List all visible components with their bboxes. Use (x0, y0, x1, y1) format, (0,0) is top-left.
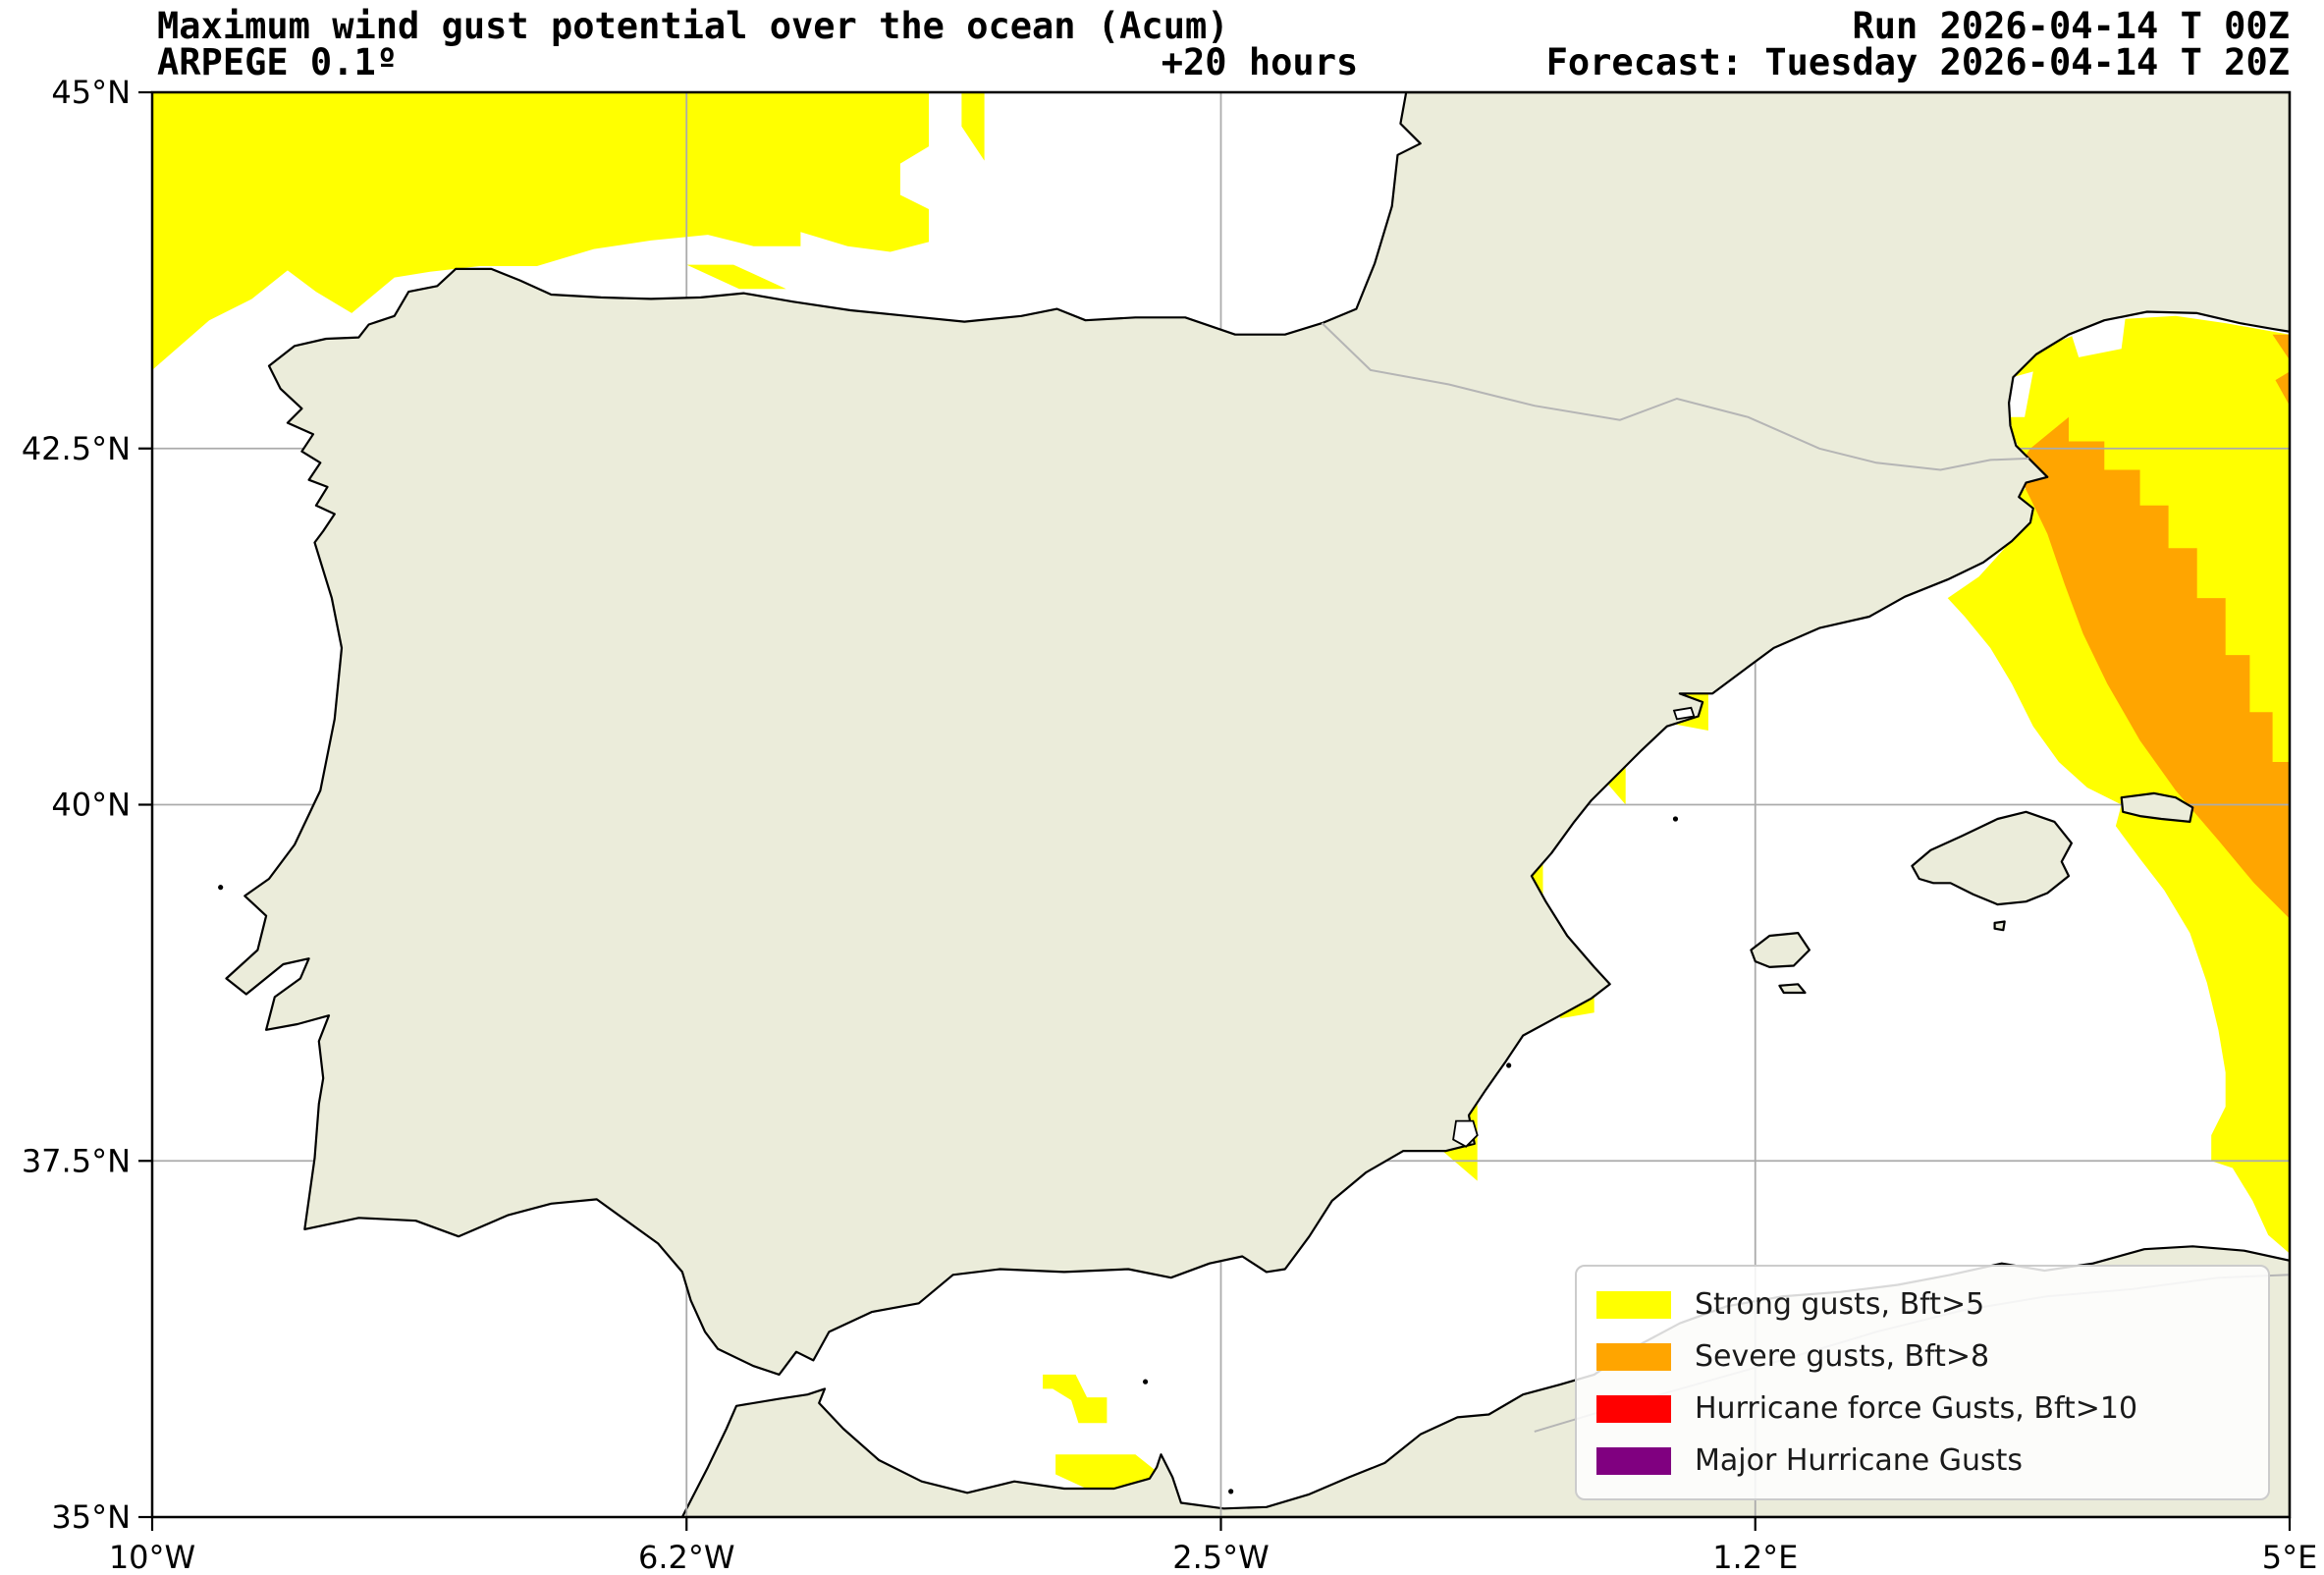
gust-area-bft5-gulf-of-lion-balearic (1947, 315, 2290, 1254)
land-ibiza (1750, 931, 1811, 969)
y-tick-label: 40°N (51, 787, 131, 824)
model-label: ARPEGE 0.1º (157, 41, 399, 83)
land-cabrera (1993, 920, 2006, 932)
tabarca-islet (1506, 1062, 1512, 1068)
legend-swatch-2 (1596, 1394, 1671, 1423)
gust-area-bft5-biscay-atlantic (152, 92, 929, 370)
berlengas-islet (218, 885, 224, 891)
legend-label-0: Strong gusts, Bft>5 (1695, 1286, 1985, 1322)
forecast-label: Forecast: Tuesday 2026-04-14 T 20Z (1545, 41, 2290, 83)
gust-area-bft5-biscay-sliver (961, 92, 985, 161)
gust-area-bft8-lion-edge-b (2275, 371, 2290, 407)
x-tick-label: 5°E (2262, 1539, 2318, 1575)
page-title: Maximum wind gust potential over the oce… (157, 5, 1229, 47)
gust-area-bft5-alboran-patch (1043, 1374, 1108, 1424)
lagoon-mar-menor (1452, 1119, 1479, 1148)
legend-swatch-3 (1596, 1446, 1671, 1475)
legend-row-3: Major Hurricane Gusts (1596, 1435, 2248, 1487)
legend: Strong gusts, Bft>5 Severe gusts, Bft>8 Hu… (1575, 1265, 2270, 1500)
gust-area-bft5-melilla-patch (1055, 1454, 1158, 1492)
legend-row-2: Hurricane force Gusts, Bft>10 (1596, 1383, 2248, 1435)
gust-area-bft5-asturias-sliver (686, 264, 786, 290)
x-tick-label: 1.2°E (1712, 1539, 1798, 1575)
lagoon-ebro-lagoon (1672, 706, 1696, 721)
land-mallorca (1911, 810, 2073, 906)
x-tick-label: 10°W (109, 1539, 195, 1575)
legend-label-2: Hurricane force Gusts, Bft>10 (1695, 1390, 2138, 1426)
legend-label-3: Major Hurricane Gusts (1695, 1442, 2024, 1478)
land-menorca (2120, 791, 2194, 824)
legend-row-0: Strong gusts, Bft>5 (1596, 1278, 2248, 1331)
run-label: Run 2026-04-14 T 00Z (1852, 5, 2290, 47)
chafarinas-islet (1228, 1489, 1234, 1494)
columbretes-islet (1672, 816, 1679, 822)
x-tick-label: 6.2°W (638, 1539, 735, 1575)
legend-label-1: Severe gusts, Bft>8 (1695, 1338, 1990, 1374)
lead-time-label: +20 hours (1161, 41, 1359, 83)
gust-area-bft8-lion-balearic-band (2016, 416, 2290, 919)
y-tick-label: 42.5°N (22, 430, 131, 467)
legend-swatch-1 (1596, 1342, 1671, 1371)
legend-row-1: Severe gusts, Bft>8 (1596, 1331, 2248, 1383)
land-iberia-france (225, 92, 2290, 1377)
y-tick-label: 37.5°N (22, 1142, 131, 1179)
y-tick-label: 45°N (51, 74, 131, 111)
gust-area-bft8-lion-edge-a (2272, 334, 2290, 360)
france-spain-border (1321, 322, 2029, 471)
y-tick-label: 35°N (51, 1498, 131, 1536)
x-tick-label: 2.5°W (1172, 1539, 1270, 1575)
alboran-islet (1142, 1379, 1149, 1385)
legend-swatch-0 (1596, 1290, 1671, 1319)
land-formentera (1778, 983, 1807, 995)
